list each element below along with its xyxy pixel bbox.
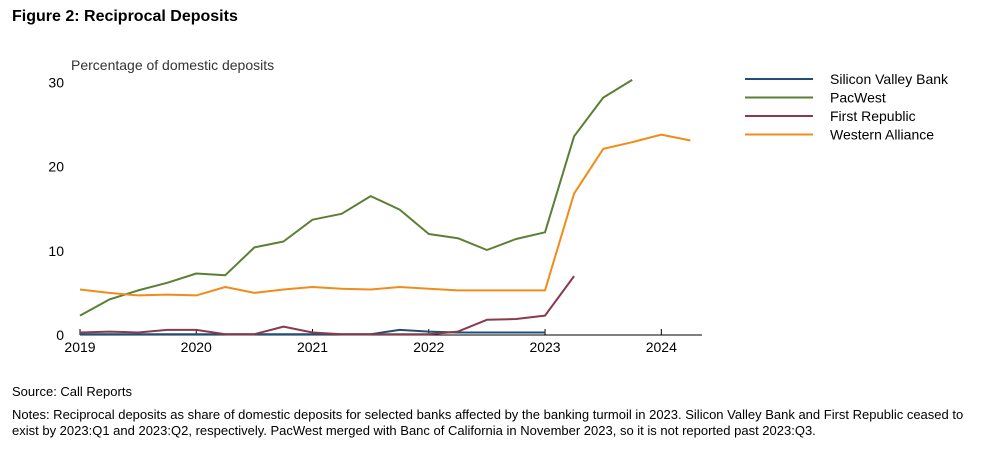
- y-axis-label: Percentage of domestic deposits: [71, 57, 274, 73]
- chart-legend: Silicon Valley Bank PacWest First Republic…: [745, 71, 949, 143]
- legend-label: Western Alliance: [830, 127, 934, 143]
- legend-label: PacWest: [830, 90, 886, 106]
- series-line-first-republic: [79, 275, 575, 336]
- figure-title: Figure 2: Reciprocal Deposits: [12, 8, 238, 25]
- legend-label: First Republic: [830, 108, 916, 124]
- y-tick-label: 20: [48, 159, 64, 175]
- reciprocal-deposits-chart: Percentage of domestic deposits 2019 2020…: [48, 57, 949, 355]
- x-tick-label: 2019: [64, 339, 95, 355]
- x-tick-label: 2023: [529, 339, 560, 355]
- chart-series-lines: [79, 79, 691, 336]
- series-line-pacwest: [79, 79, 633, 317]
- y-tick-label: 30: [48, 74, 64, 90]
- figure-source: Source: Call Reports: [12, 384, 132, 399]
- series-line-silicon-valley-bank: [80, 328, 545, 336]
- series-line-western-alliance: [79, 133, 691, 297]
- x-tick-label: 2021: [297, 339, 328, 355]
- x-tick-label: 2022: [413, 339, 444, 355]
- x-tick-label: 2024: [646, 339, 677, 355]
- x-tick-label: 2020: [181, 339, 212, 355]
- figure-notes: Notes: Reciprocal deposits as share of d…: [12, 407, 964, 438]
- chart-axes: 2019 2020 2021 2022 2023 2024 0 10 20 30: [48, 74, 702, 355]
- y-tick-label: 10: [48, 243, 64, 259]
- legend-label: Silicon Valley Bank: [830, 71, 949, 87]
- y-tick-label: 0: [56, 327, 64, 343]
